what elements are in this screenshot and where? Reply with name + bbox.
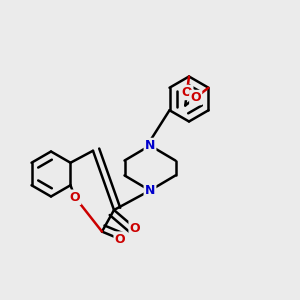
- Text: O: O: [115, 232, 125, 246]
- Text: N: N: [145, 184, 155, 197]
- Text: O: O: [70, 191, 80, 204]
- Text: O: O: [190, 91, 201, 104]
- Text: O: O: [130, 221, 140, 235]
- Text: N: N: [145, 139, 155, 152]
- Text: O: O: [182, 86, 192, 99]
